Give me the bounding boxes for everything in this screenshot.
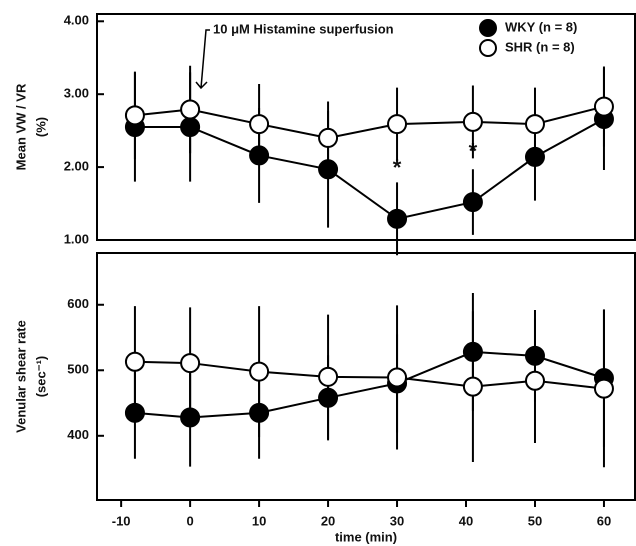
x-tick-label: 50 [528,513,542,528]
marker [318,387,339,408]
annotation: 10 μM Histamine superfusion [213,21,394,36]
marker [387,114,408,135]
marker [249,145,270,166]
marker [180,99,201,120]
marker [249,402,270,423]
x-tick-label: 20 [321,513,335,528]
y-tick-label: 1.00 [64,231,89,246]
marker [462,341,483,362]
x-tick-label: 60 [597,513,611,528]
marker [124,402,145,423]
marker [180,353,201,374]
marker [318,159,339,180]
y-axis-label: (%) [33,117,48,137]
series-line [134,360,605,390]
marker [124,351,145,372]
y-axis-label: Venular shear rate [13,320,28,433]
legend-marker [479,39,497,57]
marker [387,208,408,229]
significance-mark: * [393,155,402,180]
marker [249,361,270,382]
y-tick-label: 2.00 [64,159,89,174]
marker [249,114,270,135]
series-line [134,350,605,419]
y-axis-label: Mean VW / VR [13,83,28,170]
marker [180,407,201,428]
x-tick-label: 30 [390,513,404,528]
legend-label: WKY (n = 8) [505,19,577,34]
marker [524,146,545,167]
marker [462,111,483,132]
x-axis-label: time (min) [335,529,397,544]
series-line [134,105,605,139]
legend-marker [479,19,497,37]
plot-frame [96,13,636,241]
marker [387,367,408,388]
marker [124,105,145,126]
x-tick-label: -10 [112,513,131,528]
x-tick-label: 10 [252,513,266,528]
plot-frame [96,252,636,501]
marker [524,370,545,391]
marker [462,376,483,397]
marker [593,96,614,117]
marker [593,378,614,399]
marker [318,366,339,387]
marker [180,117,201,137]
y-axis-label: (sec⁻¹) [33,356,48,398]
y-tick-label: 400 [67,427,89,442]
marker [318,127,339,148]
marker [524,114,545,135]
y-tick-label: 500 [67,362,89,377]
y-tick-label: 3.00 [64,86,89,101]
series-line [134,118,605,220]
y-tick-label: 4.00 [64,13,89,28]
x-tick-label: 0 [186,513,193,528]
y-tick-label: 600 [67,296,89,311]
x-tick-label: 40 [459,513,473,528]
marker [462,192,483,213]
marker [524,345,545,366]
annotation-arrow [195,29,210,90]
legend-label: SHR (n = 8) [505,39,575,54]
